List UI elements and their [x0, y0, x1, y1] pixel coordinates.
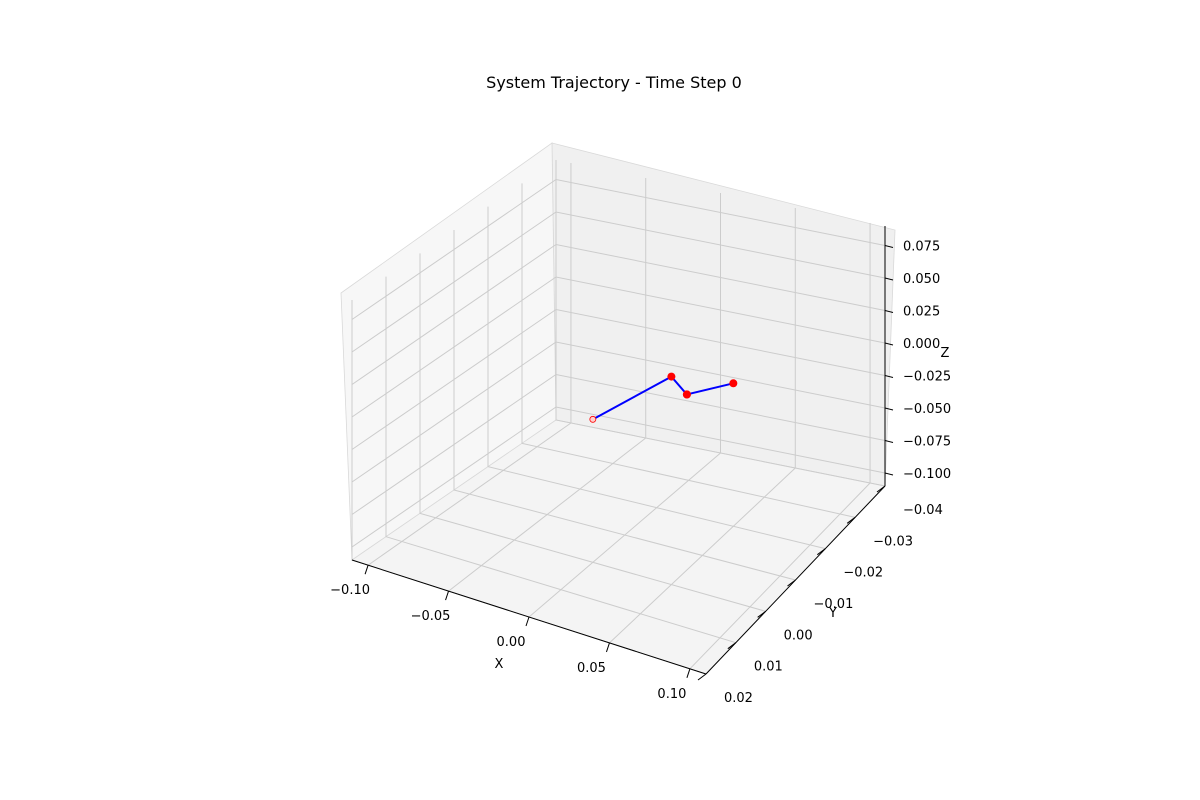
z-tick-mark	[884, 310, 894, 313]
series-point	[589, 415, 597, 423]
z-tick-label: −0.100	[903, 467, 951, 482]
z-grid-line	[351, 276, 886, 418]
y-grid-line	[453, 230, 796, 581]
z-axis-label: Z	[941, 346, 950, 361]
z-tick-mark	[884, 277, 894, 281]
x-tick-label: 0.10	[657, 687, 686, 702]
z-tick-mark	[884, 440, 894, 443]
x-tick-label: 0.05	[577, 661, 606, 676]
tick-labels: −0.10 −0.05 0.00 0.05 0.10 −0.04 −0.03 −0.02 −0.…	[330, 240, 951, 707]
z-tick-label: 0.075	[903, 240, 940, 255]
grid-lines	[351, 160, 886, 675]
z-tick-label: 0.000	[903, 337, 940, 352]
series-point	[682, 390, 691, 399]
x-axis-line	[351, 559, 707, 675]
z-tick-label: −0.050	[903, 402, 951, 417]
y-tick-label: −0.03	[873, 534, 913, 549]
y-grid-line	[419, 253, 766, 612]
y-tick-label: 0.00	[784, 628, 813, 643]
z-grid-line	[351, 341, 886, 483]
z-grid-line	[351, 211, 886, 353]
z-grid-line	[351, 373, 886, 515]
x-tick-mark	[605, 642, 610, 653]
z-tick-label: 0.050	[903, 272, 940, 287]
axes-panes	[340, 142, 896, 675]
y-axis-label: Y	[828, 606, 837, 621]
series-point	[729, 379, 738, 388]
series-layer	[589, 372, 738, 423]
z-grid-line	[351, 178, 886, 320]
x-tick-mark	[525, 616, 530, 627]
z-tick-label: −0.025	[903, 370, 951, 385]
z-tick-mark	[884, 245, 894, 248]
z-grid-line	[351, 406, 886, 548]
z-grid-line	[351, 243, 886, 385]
y-tick-label: −0.04	[903, 503, 943, 518]
y-tick-label: −0.01	[814, 597, 854, 612]
chart-title: System Trajectory - Time Step 0	[486, 73, 742, 92]
x-tick-mark	[364, 565, 369, 575]
x-axis-label: X	[495, 657, 504, 672]
y-grid-line	[555, 160, 886, 487]
y-grid-line	[487, 206, 826, 550]
y-grid-line	[385, 276, 736, 644]
series-point	[667, 372, 676, 381]
z-tick-mark	[884, 342, 894, 346]
y-tick-label: 0.02	[724, 691, 753, 706]
x-tick-mark	[445, 590, 450, 601]
z-tick-mark	[884, 375, 894, 378]
y-tick-label: 0.01	[754, 660, 783, 675]
z-tick-mark	[884, 407, 894, 411]
z-tick-mark	[884, 472, 894, 476]
x-tick-label: 0.00	[497, 635, 526, 650]
z-grid-line	[351, 308, 886, 450]
y-tick-mark	[697, 673, 707, 681]
y-grid-line	[521, 183, 856, 518]
x-tick-mark	[686, 668, 691, 678]
y-axis-line	[705, 485, 886, 675]
y-tick-label: −0.02	[843, 566, 883, 581]
axis-ticks	[351, 226, 894, 681]
x-tick-label: −0.10	[330, 583, 370, 598]
z-tick-label: −0.075	[903, 435, 951, 450]
z-tick-label: 0.025	[903, 305, 940, 320]
x-tick-label: −0.05	[411, 609, 451, 624]
